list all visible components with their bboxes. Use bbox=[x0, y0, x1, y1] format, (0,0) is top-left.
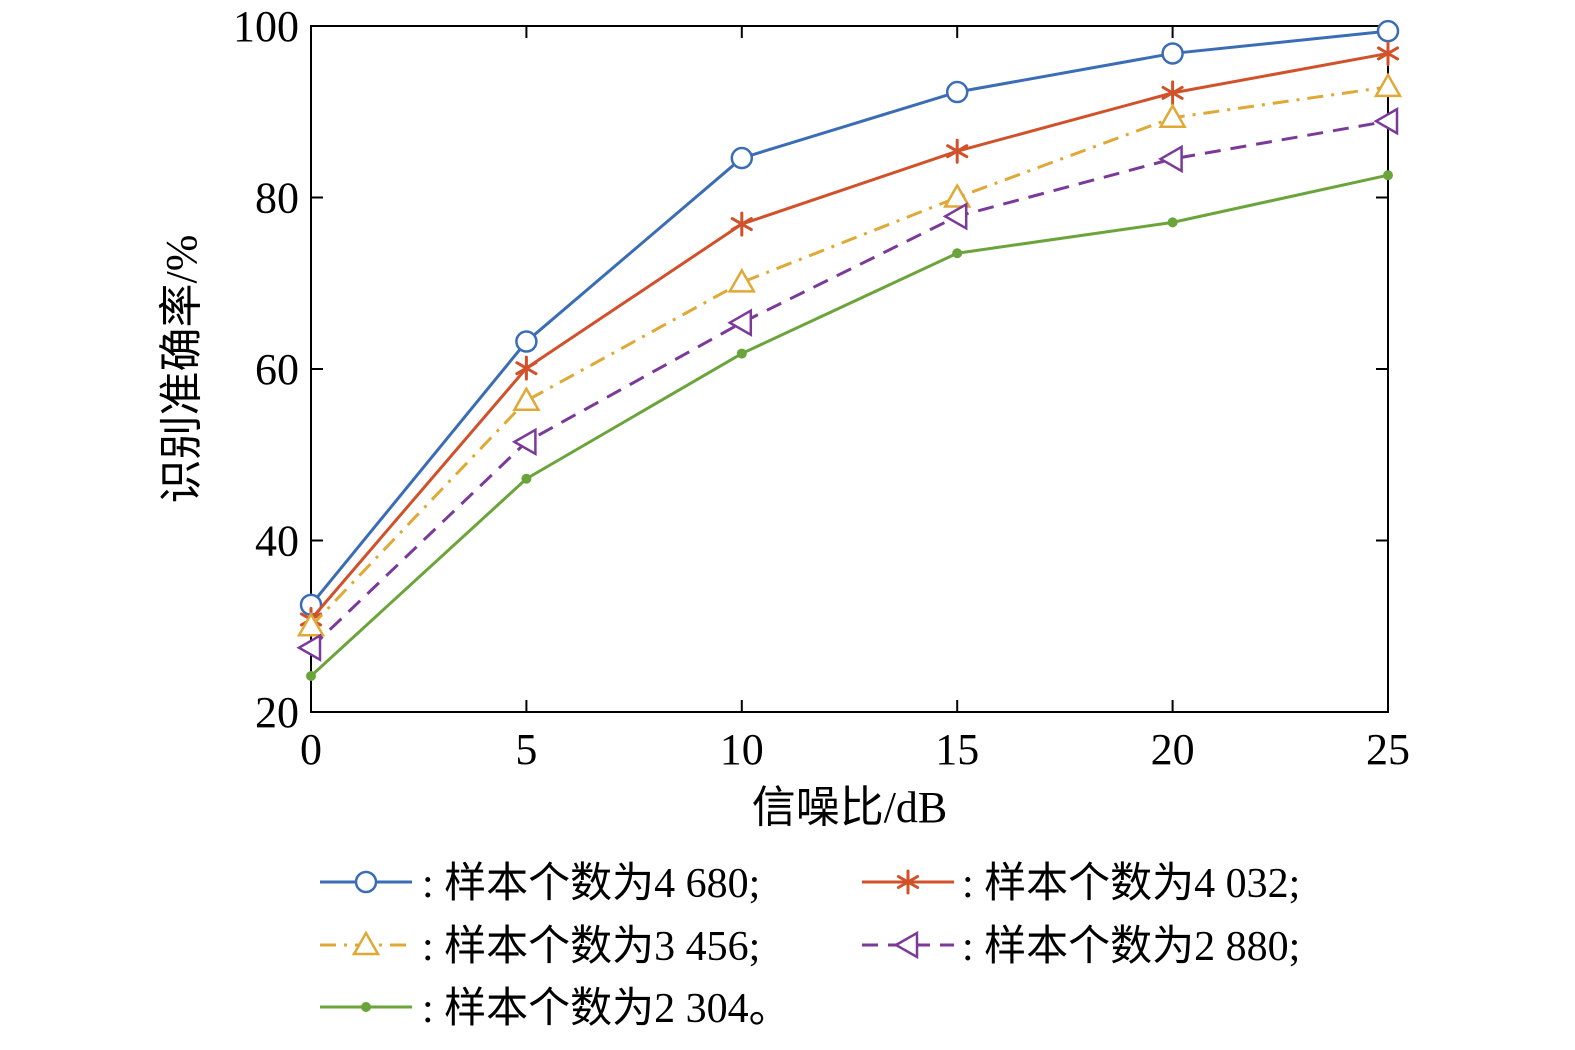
asterisk-stroke bbox=[946, 144, 969, 159]
legend-entry: : 样本个数为4 032; bbox=[862, 861, 1300, 907]
asterisk-stroke bbox=[1161, 85, 1184, 100]
series-3 bbox=[296, 72, 1403, 637]
asterisk-marker bbox=[515, 355, 538, 381]
dot-marker bbox=[306, 670, 316, 681]
dot-marker bbox=[361, 1002, 371, 1012]
x-axis-title: 信噪比/dB bbox=[752, 783, 948, 832]
triangle-up-marker bbox=[351, 930, 381, 956]
y-axis-title: 识别准确率/% bbox=[157, 235, 206, 504]
asterisk-marker bbox=[730, 211, 753, 237]
triangle-up-marker bbox=[1373, 72, 1403, 98]
legend-label: : 样本个数为4 032; bbox=[962, 861, 1300, 907]
series-line bbox=[309, 29, 1389, 606]
series-4 bbox=[296, 107, 1399, 662]
series-5 bbox=[306, 170, 1393, 681]
asterisk-stroke bbox=[730, 217, 753, 232]
legend-entry: : 样本个数为4 680; bbox=[320, 861, 760, 907]
series-line bbox=[309, 85, 1389, 628]
dot-marker bbox=[1383, 170, 1393, 181]
x-tick-label: 20 bbox=[1151, 725, 1195, 774]
circle-marker bbox=[515, 330, 538, 353]
asterisk-marker bbox=[1376, 40, 1400, 66]
legend-entry: : 样本个数为3 456; bbox=[320, 924, 760, 970]
x-tick-label: 5 bbox=[515, 725, 537, 774]
y-tick-label: 20 bbox=[255, 688, 299, 737]
y-tick-label: 80 bbox=[255, 174, 299, 223]
series-line bbox=[309, 119, 1389, 649]
legend-label: : 样本个数为4 680; bbox=[422, 861, 760, 907]
series-1 bbox=[299, 19, 1400, 617]
triangle-left-marker bbox=[727, 308, 753, 337]
asterisk-marker bbox=[1161, 80, 1184, 106]
asterisk-marker bbox=[896, 869, 920, 895]
legend-entry: : 样本个数为2 880; bbox=[862, 924, 1300, 970]
x-tick-label: 10 bbox=[720, 725, 764, 774]
dot-marker bbox=[521, 473, 532, 484]
dot-marker bbox=[1167, 217, 1178, 228]
plot-frame bbox=[310, 25, 1389, 713]
x-tick-label: 15 bbox=[935, 725, 979, 774]
legend-label: : 样本个数为2 880; bbox=[962, 924, 1300, 970]
asterisk-marker bbox=[946, 138, 969, 164]
circle-marker bbox=[1376, 19, 1400, 43]
legend-label: : 样本个数为2 304。 bbox=[422, 986, 791, 1032]
axes-layer: 0 5 10 15 20 25 20 40 60 80 100 信噪比/dB 识别准确率/% bbox=[157, 2, 1410, 832]
asterisk-stroke bbox=[896, 875, 920, 889]
triangle-left-marker bbox=[296, 633, 322, 662]
circle-marker bbox=[945, 80, 969, 104]
triangle-left-marker bbox=[942, 202, 968, 231]
triangle-up-marker bbox=[296, 611, 326, 637]
asterisk-stroke bbox=[1376, 46, 1400, 61]
series-layer bbox=[296, 19, 1403, 681]
dot-marker bbox=[952, 248, 963, 259]
series-line bbox=[309, 173, 1389, 678]
triangle-left-marker bbox=[1158, 144, 1183, 174]
legend-label: : 样本个数为3 456; bbox=[422, 924, 760, 970]
triangle-up-marker bbox=[1158, 103, 1187, 129]
legend-entry: : 样本个数为2 304。 bbox=[320, 986, 791, 1032]
dot-marker bbox=[736, 348, 747, 359]
series-2 bbox=[299, 40, 1400, 632]
series-line bbox=[309, 51, 1389, 621]
triangle-up-marker bbox=[512, 386, 541, 411]
y-tick-label: 40 bbox=[255, 517, 299, 566]
triangle-left-marker bbox=[1373, 107, 1399, 136]
triangle-left-marker bbox=[511, 427, 537, 457]
triangle-up-marker bbox=[727, 267, 756, 293]
circle-marker bbox=[1161, 42, 1184, 65]
y-tick-label: 60 bbox=[255, 345, 299, 394]
x-tick-label: 25 bbox=[1366, 725, 1410, 774]
y-tick-label: 100 bbox=[233, 2, 299, 51]
x-tick-label: 0 bbox=[300, 725, 322, 774]
triangle-left-marker bbox=[893, 930, 919, 960]
circle-marker bbox=[730, 146, 754, 170]
asterisk-stroke bbox=[515, 361, 538, 376]
triangle-up-marker bbox=[943, 182, 972, 208]
legend: : 样本个数为4 680; : 样本个数为4 032; : 样本个数为3 456;:… bbox=[320, 861, 1300, 1032]
circle-marker bbox=[354, 870, 378, 894]
